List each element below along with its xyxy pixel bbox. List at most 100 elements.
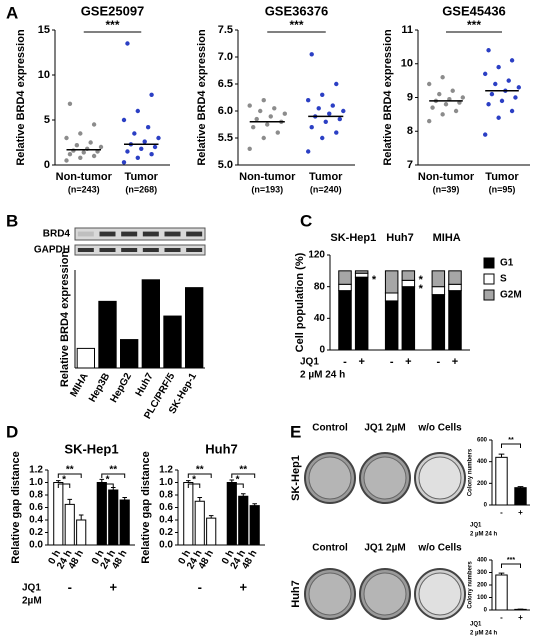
data-point	[261, 98, 266, 103]
data-point	[509, 58, 515, 63]
blot-band	[121, 248, 138, 252]
bar	[163, 315, 182, 369]
data-point	[486, 102, 491, 107]
bar-segment	[384, 292, 399, 302]
plate-inner	[418, 456, 462, 500]
x-tick-label: Tumor	[125, 171, 159, 183]
data-point	[309, 125, 314, 130]
significance-label: *	[192, 475, 196, 486]
y-tick-label: 5.0	[218, 159, 233, 171]
data-point	[327, 111, 332, 116]
error-bar	[252, 503, 257, 506]
y-tick-label: 0.0	[29, 540, 43, 551]
error-bar	[56, 480, 61, 483]
data-point	[251, 125, 256, 130]
y-tick-label: 1.0	[29, 477, 43, 488]
error-bar	[240, 493, 246, 497]
y-tick-label: 1.2	[159, 465, 173, 476]
x-tick-label: +	[405, 356, 411, 368]
plate-inner	[363, 456, 407, 500]
y-tick-label: 0.2	[29, 527, 43, 538]
legend-swatch	[483, 289, 495, 301]
data-point	[516, 85, 521, 90]
bar	[495, 456, 508, 506]
row-label: JQ1	[470, 622, 482, 628]
bar	[141, 279, 161, 369]
significance-bracket	[187, 473, 212, 478]
plate-inner	[308, 572, 352, 616]
group-label: -	[68, 579, 72, 594]
y-tick-label: 7.0	[218, 51, 233, 63]
y-axis-label: Relative gap distance	[140, 451, 152, 564]
data-point	[453, 108, 459, 114]
blot-strip	[74, 244, 206, 256]
group-label: -	[198, 579, 202, 594]
bar	[249, 505, 260, 546]
n-label: (n=243)	[68, 184, 100, 194]
chart-title: Huh7	[205, 441, 238, 456]
plate-inner	[308, 456, 352, 500]
n-label: (n=39)	[433, 184, 460, 194]
significance-label: **	[239, 465, 247, 476]
data-point	[265, 122, 270, 127]
panel-label: E	[290, 422, 301, 441]
data-point	[247, 146, 252, 151]
y-tick-label: 10	[401, 58, 413, 70]
bar-segment	[354, 270, 369, 274]
significance-label: *	[419, 274, 424, 286]
data-point	[88, 140, 93, 145]
data-point	[78, 131, 83, 136]
data-point	[337, 116, 342, 122]
y-tick-label: 400	[477, 558, 488, 564]
error-bar	[498, 572, 505, 575]
y-tick-label: 0.4	[29, 515, 43, 526]
blot-band	[164, 231, 181, 237]
x-tick-label: +	[358, 356, 364, 368]
y-axis-label: Cell population (%)	[294, 252, 306, 352]
y-axis-label: Relative gap distance	[10, 451, 22, 564]
significance-label: *	[62, 475, 66, 486]
data-point	[145, 125, 151, 130]
y-axis-label: Relative BRD4 expression	[59, 251, 71, 388]
data-point	[430, 105, 435, 110]
y-tick-label: 0	[484, 608, 488, 614]
data-point	[330, 103, 335, 108]
panel-label: A	[6, 3, 18, 22]
data-point	[427, 81, 432, 87]
bar	[98, 300, 117, 369]
significance-label: *	[419, 283, 424, 295]
data-point	[334, 81, 339, 87]
error-bar	[78, 514, 84, 520]
bar-segment	[401, 286, 416, 351]
data-point	[437, 91, 442, 97]
data-point	[91, 153, 97, 159]
blot-band	[186, 248, 203, 252]
data-point	[316, 106, 321, 111]
chart-title: GSE45436	[442, 3, 506, 18]
y-tick-label: 600	[477, 438, 488, 444]
data-point	[149, 152, 154, 157]
x-tick-label: Huh7	[134, 371, 156, 399]
y-tick-label: 40	[314, 313, 326, 324]
x-tick-label: +	[518, 508, 523, 517]
bar	[64, 503, 75, 546]
x-tick-label: Non-tumor	[239, 171, 296, 183]
data-point	[306, 98, 311, 103]
data-point	[334, 130, 339, 135]
x-tick-label: -	[390, 356, 394, 368]
data-point	[483, 71, 488, 77]
y-tick-label: 200	[477, 481, 488, 487]
legend-label: S	[500, 274, 507, 285]
data-point	[254, 116, 259, 122]
data-point	[460, 95, 465, 100]
row-label: JQ1	[470, 523, 482, 529]
data-point	[506, 78, 511, 83]
significance-label: ***	[507, 557, 515, 564]
group-label: MIHA	[433, 232, 461, 244]
data-point	[64, 135, 69, 141]
data-point	[98, 144, 104, 150]
data-point	[309, 52, 314, 57]
row-label: 2µM	[22, 596, 42, 607]
data-point	[78, 155, 83, 160]
